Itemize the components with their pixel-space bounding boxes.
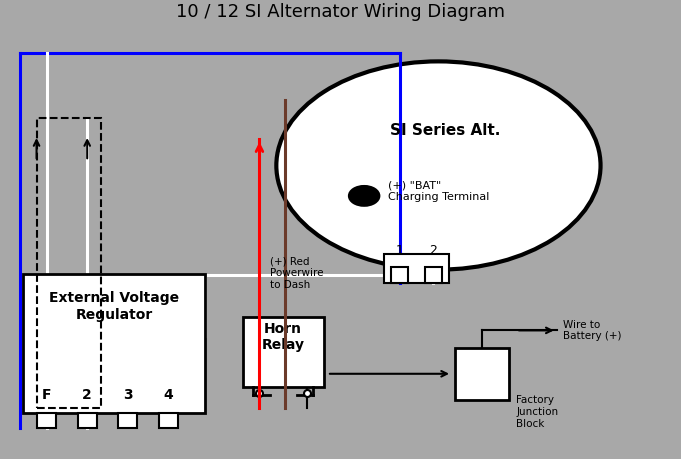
Circle shape	[349, 186, 379, 206]
Text: 2: 2	[82, 388, 92, 403]
Bar	[159, 413, 178, 428]
Circle shape	[276, 62, 601, 269]
Bar	[78, 413, 97, 428]
Text: External Voltage
Regulator: External Voltage Regulator	[49, 291, 179, 322]
Text: SI Series Alt.: SI Series Alt.	[390, 123, 501, 138]
Text: 2: 2	[430, 244, 437, 257]
Text: 4: 4	[163, 388, 173, 403]
Text: (+) Red
Powerwire
to Dash: (+) Red Powerwire to Dash	[270, 257, 323, 290]
Text: Wire to
Battery (+): Wire to Battery (+)	[563, 319, 622, 341]
Text: 1: 1	[396, 244, 404, 257]
Text: Horn
Relay: Horn Relay	[262, 322, 304, 352]
Bar	[118, 413, 137, 428]
Text: (+) "BAT"
Charging Terminal: (+) "BAT" Charging Terminal	[387, 181, 489, 202]
Title: 10 / 12 SI Alternator Wiring Diagram: 10 / 12 SI Alternator Wiring Diagram	[176, 3, 505, 21]
Text: Factory
Junction
Block: Factory Junction Block	[516, 396, 558, 429]
Bar	[242, 317, 323, 387]
Bar	[425, 268, 442, 283]
Bar	[23, 274, 206, 413]
Bar	[391, 268, 408, 283]
Bar	[37, 413, 56, 428]
Bar	[384, 254, 449, 283]
Bar	[456, 348, 509, 400]
Text: F: F	[42, 388, 52, 403]
Text: 3: 3	[123, 388, 133, 403]
